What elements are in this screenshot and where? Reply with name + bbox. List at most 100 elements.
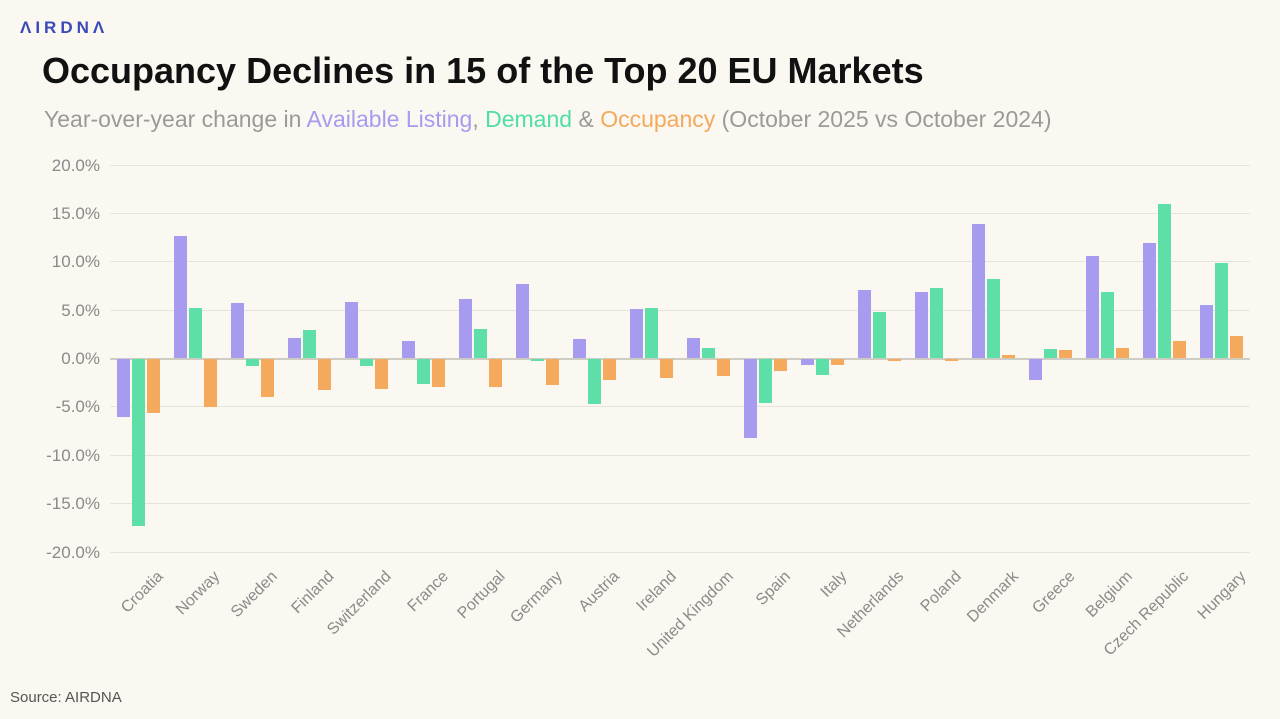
legend-available-listing: Available Listing [306,106,473,132]
y-axis-tick-label: -10.0% [46,445,100,465]
bar-available_listing-portugal [459,298,472,359]
bar-demand-poland [930,287,943,359]
gridline [110,551,1250,553]
y-axis-tick-label: 0.0% [61,349,100,368]
bar-demand-denmark [987,279,1000,359]
bar-occupancy-finland [318,358,331,391]
bar-occupancy-norway [204,358,217,407]
source-note: Source: AIRDNA [10,689,122,706]
y-axis-tick-label: 10.0% [51,252,100,272]
bar-demand-finland [303,330,316,359]
bar-available_listing-belgium [1086,255,1099,359]
gridline [110,406,1250,408]
bar-available_listing-hungary [1200,305,1213,359]
x-axis-label-portugal: Portugal [454,568,509,623]
bar-demand-united-kingdom [702,347,715,359]
bar-available_listing-finland [288,338,301,359]
bar-available_listing-norway [174,235,187,359]
bar-demand-norway [189,308,202,359]
bar-occupancy-portugal [489,358,502,387]
y-axis-tick-label: 5.0% [61,300,100,320]
bar-demand-austria [588,358,601,404]
bar-occupancy-sweden [261,358,274,398]
bar-occupancy-spain [774,358,787,372]
x-axis-label-austria: Austria [575,568,623,616]
subtitle-prefix: Year-over-year change in [44,106,307,132]
bar-demand-france [417,358,430,384]
x-axis-label-croatia: Croatia [118,568,167,617]
subtitle-separator-2: & [572,106,601,132]
gridline [110,309,1250,311]
x-axis-label-germany: Germany [506,568,566,627]
x-axis-label-finland: Finland [288,568,338,618]
x-axis-label-france: France [404,568,452,616]
x-axis-label-hungary: Hungary [1194,568,1250,623]
bar-occupancy-germany [546,358,559,385]
bar-occupancy-united-kingdom [717,358,730,376]
x-axis-label-norway: Norway [173,568,224,619]
gridline [110,212,1250,214]
y-axis-tick-label: -20.0% [46,542,100,562]
x-axis-label-poland: Poland [917,568,965,616]
x-axis-label-ireland: Ireland [632,568,680,615]
bar-occupancy-netherlands [888,358,901,362]
bar-occupancy-poland [945,358,958,362]
x-axis-label-greece: Greece [1029,568,1079,618]
bar-occupancy-ireland [660,358,673,378]
bar-available_listing-poland [915,291,928,359]
bar-demand-sweden [246,358,259,367]
bar-available_listing-croatia [117,358,130,417]
chart-subtitle: Year-over-year change in Available Listi… [44,106,1051,133]
bar-demand-italy [816,358,829,375]
bar-occupancy-czech-republic [1173,341,1186,359]
bar-available_listing-czech-republic [1143,243,1156,359]
bar-occupancy-france [432,358,445,387]
bar-occupancy-croatia [147,358,160,413]
bar-available_listing-germany [516,284,529,359]
bar-occupancy-denmark [1002,354,1015,359]
gridline [110,261,1250,263]
x-axis-label-belgium: Belgium [1082,568,1136,621]
y-axis-tick-label: -15.0% [46,494,100,514]
bar-available_listing-netherlands [858,289,871,359]
bar-available_listing-switzerland [345,302,358,359]
bar-available_listing-united-kingdom [687,338,700,359]
bar-demand-croatia [132,358,145,526]
bar-demand-ireland [645,308,658,359]
bar-demand-portugal [474,329,487,359]
zero-gridline [110,357,1250,360]
bar-demand-germany [531,358,544,361]
bar-available_listing-sweden [231,303,244,359]
bar-occupancy-belgium [1116,347,1129,359]
bar-demand-hungary [1215,262,1228,359]
gridline [110,454,1250,456]
bar-occupancy-switzerland [375,358,388,390]
bar-available_listing-ireland [630,309,643,359]
legend-occupancy: Occupancy [600,106,716,132]
bar-demand-belgium [1101,291,1114,359]
bar-occupancy-italy [831,358,844,366]
x-axis-label-sweden: Sweden [227,568,281,621]
bar-demand-czech-republic [1158,203,1171,359]
bar-available_listing-denmark [972,224,985,359]
bar-demand-greece [1044,348,1057,359]
x-axis-label-italy: Italy [817,568,851,601]
bar-demand-switzerland [360,358,373,367]
legend-demand: Demand [485,106,573,132]
y-axis-tick-label: -5.0% [55,397,100,417]
chart-title: Occupancy Declines in 15 of the Top 20 E… [42,50,924,91]
gridline [110,164,1250,166]
x-axis-label-spain: Spain [752,568,794,609]
bar-occupancy-greece [1059,349,1072,359]
bar-demand-spain [759,358,772,403]
x-axis-label-denmark: Denmark [963,568,1022,626]
bar-occupancy-austria [603,358,616,380]
y-axis-tick-label: 20.0% [51,155,100,175]
y-axis-tick-label: 15.0% [51,203,100,223]
bar-available_listing-france [402,341,415,359]
subtitle-suffix: (October 2025 vs October 2024) [715,106,1052,132]
bar-available_listing-austria [573,339,586,359]
bar-demand-netherlands [873,312,886,359]
bar-available_listing-greece [1029,358,1042,380]
